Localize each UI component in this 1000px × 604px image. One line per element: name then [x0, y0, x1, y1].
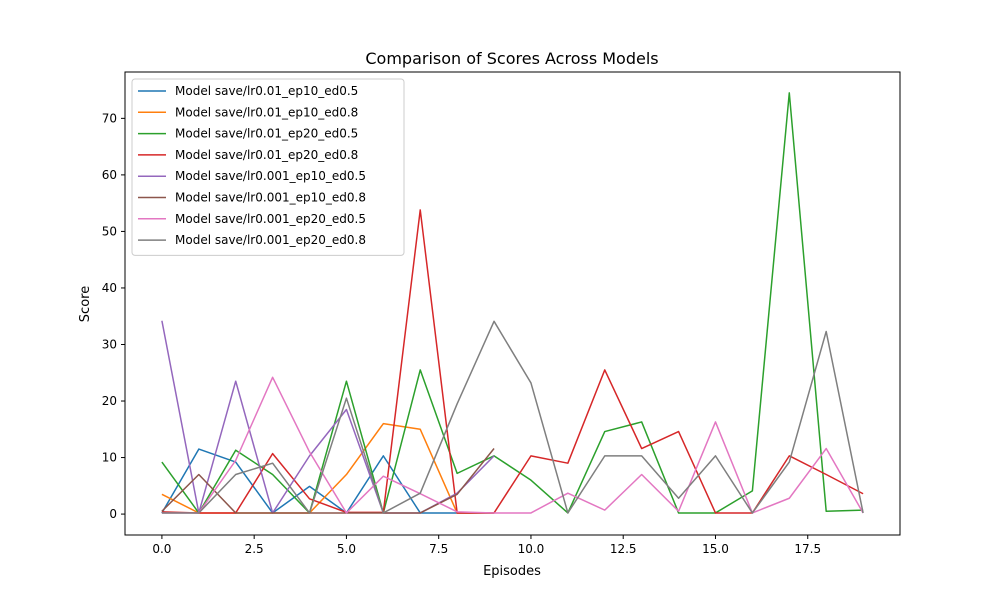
legend: Model save/lr0.01_ep10_ed0.5 Model save/l… [131, 78, 405, 256]
y-tick-label: 40 [102, 281, 117, 295]
axes-frame [124, 71, 901, 536]
plot-area [161, 92, 864, 514]
y-tick-label: 0 [109, 507, 117, 521]
y-tick-label: 70 [102, 111, 117, 125]
y-tick-label: 50 [102, 224, 117, 238]
series-line-4 [161, 209, 864, 514]
legend-label: Model save/lr0.01_ep20_ed0.8 [175, 148, 358, 162]
x-tick-label: 10.0 [518, 542, 545, 556]
series-line-3 [161, 92, 864, 514]
x-axis-label: Episodes [483, 564, 541, 579]
x-tick-label: 7.5 [429, 542, 448, 556]
series-line-8 [161, 320, 864, 514]
legend-label: Model save/lr0.001_ep20_ed0.5 [175, 212, 366, 226]
y-tick-label: 30 [102, 337, 117, 351]
legend-box [131, 78, 405, 256]
chart-title: Comparison of Scores Across Models [365, 49, 658, 68]
legend-label: Model save/lr0.01_ep20_ed0.5 [175, 127, 358, 141]
x-tick-label: 15.0 [702, 542, 729, 556]
y-axis: 0 10 20 30 40 50 60 70 [102, 111, 125, 521]
legend-label: Model save/lr0.01_ep10_ed0.8 [175, 105, 358, 119]
legend-label: Model save/lr0.001_ep20_ed0.8 [175, 233, 366, 247]
x-axis: 0.0 2.5 5.0 7.5 10.0 12.5 15.0 17.5 [152, 535, 821, 556]
legend-label: Model save/lr0.01_ep10_ed0.5 [175, 84, 358, 98]
y-tick-label: 20 [102, 394, 117, 408]
x-tick-label: 12.5 [610, 542, 637, 556]
legend-label: Model save/lr0.001_ep10_ed0.8 [175, 191, 366, 205]
x-tick-label: 2.5 [245, 542, 264, 556]
y-tick-label: 60 [102, 168, 117, 182]
x-tick-label: 0.0 [152, 542, 171, 556]
legend-label: Model save/lr0.001_ep10_ed0.5 [175, 169, 366, 183]
y-axis-label: Score [78, 286, 93, 322]
x-tick-label: 5.0 [337, 542, 356, 556]
series-line-7 [161, 376, 864, 514]
series-line-1 [161, 448, 495, 514]
y-tick-label: 10 [102, 451, 117, 465]
x-tick-label: 17.5 [794, 542, 821, 556]
